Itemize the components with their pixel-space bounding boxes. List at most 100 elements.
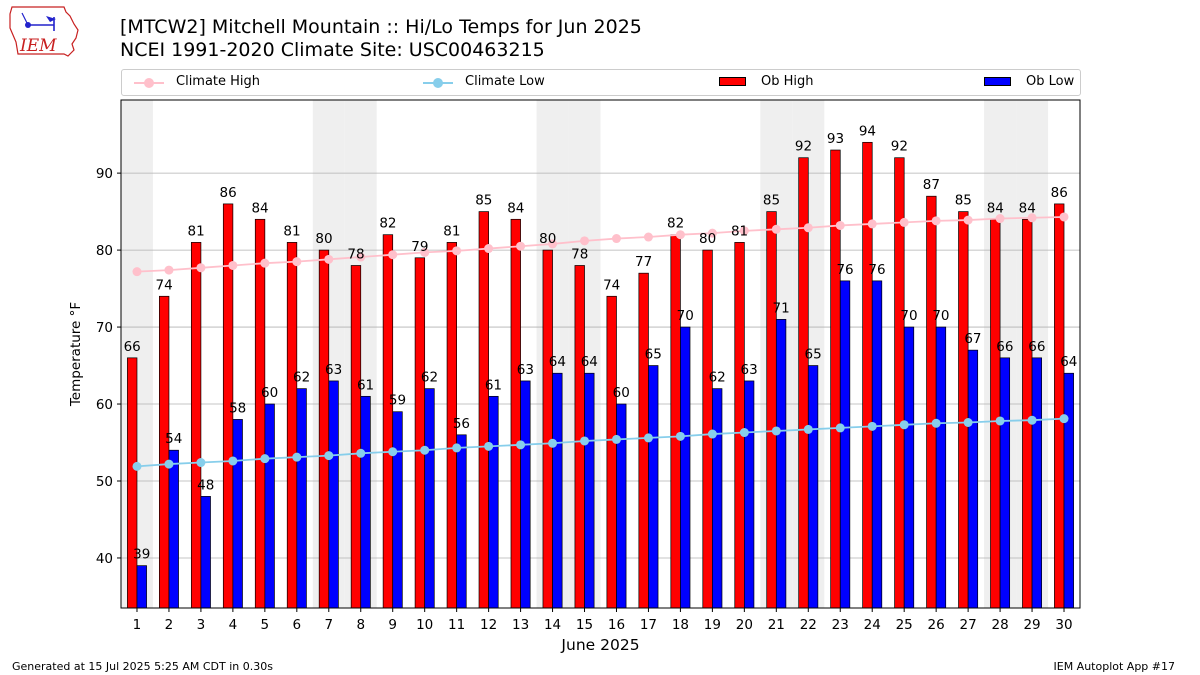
bar-ob-low-day-28 — [999, 357, 1011, 609]
line-climate-high — [136, 216, 1065, 273]
bar-ob-high-day-29 — [1022, 218, 1033, 609]
bar-ob-high-day-10 — [414, 257, 426, 609]
x-tick-label-8: 8 — [356, 617, 365, 633]
bar-ob-low-day-15 — [584, 372, 595, 609]
bar-ob-low-day-17 — [648, 365, 659, 609]
label-ob-low-day-8: 61 — [357, 377, 374, 393]
point-climate-high-day-19 — [707, 228, 717, 238]
bar-ob-high-day-7 — [318, 249, 330, 609]
point-climate-low-day-11 — [452, 443, 462, 453]
point-climate-high-day-20 — [739, 226, 749, 236]
x-tick-label-14: 14 — [544, 617, 561, 633]
legend-swatch-ob-high — [719, 77, 746, 86]
label-ob-high-day-21: 85 — [763, 193, 780, 209]
legend-label-climate-low: Climate Low — [465, 74, 545, 89]
label-ob-low-day-28: 66 — [996, 339, 1013, 355]
bar-ob-high-day-28 — [990, 218, 1001, 609]
bar-ob-high-day-1 — [127, 357, 138, 609]
point-climate-high-day-1 — [132, 267, 142, 277]
point-climate-low-day-9 — [388, 447, 398, 457]
label-ob-high-day-28: 84 — [987, 200, 1004, 216]
label-ob-high-day-25: 92 — [891, 139, 908, 155]
point-climate-low-day-5 — [260, 454, 270, 464]
bar-ob-low-day-9 — [392, 411, 403, 609]
label-ob-low-day-26: 70 — [932, 308, 949, 324]
point-climate-low-day-8 — [356, 448, 366, 458]
x-tick-label-24: 24 — [864, 617, 881, 633]
label-ob-low-day-16: 60 — [613, 385, 630, 401]
point-climate-low-day-14 — [548, 438, 558, 448]
bar-ob-low-day-1 — [136, 565, 147, 609]
point-climate-high-day-22 — [803, 223, 813, 233]
bar-ob-high-day-26 — [926, 195, 937, 609]
bar-ob-low-day-12 — [488, 395, 499, 609]
point-climate-low-day-2 — [164, 459, 174, 469]
y-tick-label-80: 80 — [96, 243, 113, 259]
label-ob-low-day-27: 67 — [964, 331, 981, 347]
label-ob-low-day-15: 64 — [581, 354, 598, 370]
x-tick-label-23: 23 — [832, 617, 849, 633]
y-tick-label-60: 60 — [96, 397, 113, 413]
bar-ob-low-day-5 — [264, 403, 275, 609]
point-climate-high-day-8 — [356, 252, 366, 262]
bar-ob-high-day-19 — [702, 249, 713, 609]
point-climate-low-day-4 — [228, 456, 238, 466]
x-tick-label-2: 2 — [165, 617, 174, 633]
point-climate-high-day-2 — [164, 265, 174, 275]
x-tick-label-27: 27 — [960, 617, 977, 633]
label-ob-high-day-1: 66 — [124, 339, 141, 355]
x-tick-label-21: 21 — [768, 617, 785, 633]
legend-label-climate-high: Climate High — [176, 74, 261, 89]
bar-ob-low-day-25 — [903, 326, 915, 609]
y-tick-label-90: 90 — [96, 166, 113, 182]
label-ob-low-day-17: 65 — [645, 347, 662, 363]
bar-ob-high-day-12 — [478, 211, 489, 609]
point-climate-low-day-16 — [611, 434, 621, 444]
bar-ob-low-day-4 — [232, 419, 243, 609]
label-ob-high-day-6: 81 — [283, 223, 300, 239]
point-climate-high-day-28 — [995, 214, 1005, 224]
label-ob-low-day-19: 62 — [709, 370, 726, 386]
label-ob-low-day-2: 54 — [165, 431, 182, 447]
point-climate-high-day-9 — [388, 250, 398, 260]
plot-frame — [120, 99, 1081, 609]
line-climate-low — [136, 417, 1065, 468]
point-climate-low-day-6 — [292, 452, 302, 462]
bar-ob-high-day-20 — [734, 242, 745, 609]
bar-ob-low-day-29 — [1031, 357, 1042, 609]
point-climate-low-day-3 — [196, 458, 206, 468]
label-ob-high-day-2: 74 — [156, 277, 173, 293]
label-ob-high-day-24: 94 — [859, 123, 876, 139]
point-climate-low-day-7 — [324, 451, 334, 461]
legend: Climate High Climate Low Ob High Ob Low — [121, 69, 1081, 96]
legend-marker-climate-high — [144, 78, 154, 88]
x-tick-label-15: 15 — [576, 617, 593, 633]
x-tick-label-7: 7 — [324, 617, 333, 633]
legend-label-ob-high: Ob High — [761, 74, 814, 89]
x-tick-label-1: 1 — [133, 617, 142, 633]
bar-ob-high-day-16 — [606, 295, 617, 609]
logo-text: IEM — [19, 36, 57, 56]
bar-ob-low-day-6 — [296, 388, 307, 609]
point-climate-high-day-27 — [963, 215, 973, 225]
point-climate-high-day-13 — [516, 241, 526, 251]
label-ob-high-day-19: 80 — [699, 231, 716, 247]
point-climate-high-day-15 — [580, 236, 590, 246]
bar-ob-high-day-18 — [670, 234, 681, 609]
label-ob-high-day-8: 78 — [347, 246, 364, 262]
label-ob-low-day-14: 64 — [549, 354, 566, 370]
x-tick-label-28: 28 — [991, 617, 1008, 633]
label-ob-high-day-11: 81 — [443, 223, 460, 239]
label-ob-low-day-24: 76 — [868, 262, 885, 278]
label-ob-high-day-5: 84 — [251, 200, 268, 216]
x-tick-label-30: 30 — [1055, 617, 1072, 633]
point-climate-low-day-26 — [931, 418, 941, 428]
bar-ob-high-day-6 — [286, 242, 298, 609]
bar-ob-low-day-21 — [775, 319, 787, 609]
label-ob-high-day-16: 74 — [603, 277, 620, 293]
point-climate-high-day-10 — [420, 247, 430, 257]
point-climate-low-day-28 — [995, 416, 1005, 426]
bar-ob-high-day-14 — [542, 249, 553, 609]
x-tick-label-26: 26 — [928, 617, 945, 633]
point-climate-high-day-23 — [835, 220, 845, 230]
